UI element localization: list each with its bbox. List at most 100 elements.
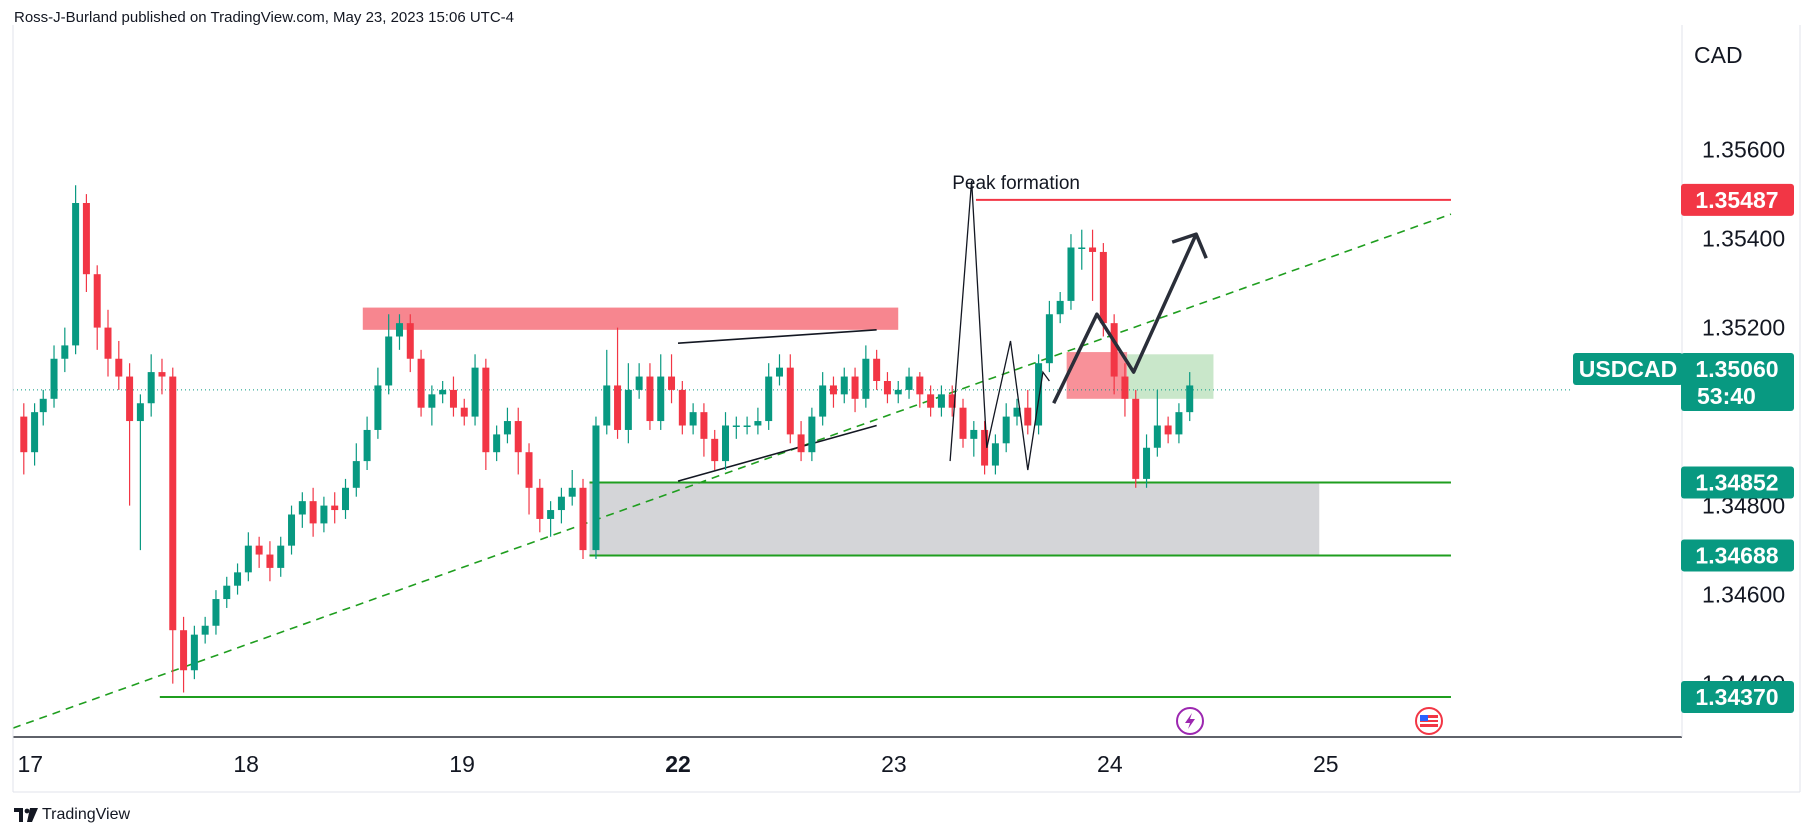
candle-body (266, 554, 274, 568)
candle-body (320, 505, 328, 524)
candle (775, 354, 783, 386)
publisher-header: Ross-J-Burland published on TradingView.… (14, 9, 514, 26)
candle (970, 421, 978, 457)
candle-body (20, 416, 28, 453)
candle (115, 340, 123, 390)
candle-body (722, 425, 730, 462)
candle (568, 470, 576, 506)
candle-body (1067, 247, 1075, 301)
price-tag-bg (1681, 183, 1794, 216)
peak-zigzag (949, 180, 1050, 471)
x-tick-label: 25 (1313, 751, 1339, 777)
candle-body (126, 376, 134, 422)
candle (1164, 416, 1172, 444)
price-zone (1127, 354, 1214, 399)
candle-body (1186, 385, 1194, 413)
candle-body (635, 376, 643, 390)
candle (1078, 229, 1086, 270)
candle (592, 416, 600, 559)
candle (657, 354, 665, 430)
projection-path (1052, 233, 1198, 404)
y-tick-label: 1.35200 (1702, 315, 1785, 341)
candle (1024, 389, 1032, 435)
candle-body (50, 358, 58, 399)
candle-body (592, 425, 600, 551)
lightning-icon[interactable] (1176, 707, 1204, 735)
candle (320, 496, 328, 533)
candle-body (309, 501, 317, 524)
candle-body (104, 327, 112, 359)
candle-body (603, 385, 611, 426)
candle-body (395, 323, 403, 337)
candle (916, 372, 924, 408)
candle (603, 349, 611, 435)
candle (1110, 314, 1118, 395)
candle-body (493, 434, 501, 453)
candle-body (959, 407, 967, 439)
candle (61, 327, 69, 373)
candle (797, 421, 805, 462)
candle-body (765, 376, 773, 422)
candle (482, 358, 490, 470)
candle-body (991, 443, 999, 466)
candle (72, 185, 80, 355)
candle-body (255, 545, 263, 555)
us-flag-icon[interactable] (1415, 707, 1443, 735)
candle-body (1153, 425, 1161, 448)
candle (948, 385, 956, 417)
y-tick-label: 1.35400 (1702, 226, 1785, 252)
price-tag: 1.34688 (1681, 539, 1794, 572)
candle-body (277, 545, 285, 568)
candle-body (385, 336, 393, 386)
candle (819, 372, 827, 426)
candle-body (1089, 247, 1097, 252)
candle-body (927, 394, 935, 408)
candle-body (873, 358, 881, 381)
candle (1045, 300, 1053, 373)
candle-body (298, 501, 306, 515)
candle-body (514, 421, 522, 453)
candle-body (1132, 398, 1140, 479)
candle-body (700, 412, 708, 439)
candle-body (82, 203, 90, 275)
candle (1175, 403, 1183, 444)
currency-label: CAD (1694, 42, 1743, 68)
candle (363, 416, 371, 470)
candle (1143, 434, 1151, 488)
candle (635, 363, 643, 399)
candle (1089, 229, 1097, 301)
candle (352, 443, 360, 497)
wedge-line (677, 424, 877, 482)
candle-body (212, 599, 220, 626)
candle-body (1164, 425, 1172, 435)
x-tick-label: 19 (449, 751, 475, 777)
candle-body (31, 412, 39, 453)
candle-body (624, 389, 632, 430)
candle-body (1013, 407, 1021, 417)
candle-body (614, 385, 622, 430)
candle (937, 385, 945, 417)
candle (223, 576, 231, 608)
candle-body (937, 394, 945, 408)
candle-body (169, 376, 177, 631)
candle-body (732, 425, 740, 427)
candle-body (190, 634, 198, 671)
candle-body (439, 389, 447, 395)
candle (309, 487, 317, 537)
candle-body (115, 358, 123, 377)
candle-body (851, 376, 859, 399)
candle-body (786, 367, 794, 435)
candle-body (668, 376, 676, 390)
usdcad-chart[interactable]: Peak formation CAD 1.35600 1.35400 1.35200… (0, 0, 1814, 800)
symbol-label: USDCAD (1579, 356, 1677, 382)
footer-brand[interactable]: TradingView (14, 806, 130, 824)
candle-body (1099, 251, 1107, 324)
price-tag-label: 1.35487 (1695, 187, 1778, 213)
candle (579, 478, 587, 559)
candle-body (678, 389, 686, 426)
trendline-dashed (12, 213, 1452, 729)
candle-body (829, 385, 837, 395)
candle (1056, 292, 1064, 324)
candle-body (223, 585, 231, 600)
candle-body (39, 398, 47, 413)
